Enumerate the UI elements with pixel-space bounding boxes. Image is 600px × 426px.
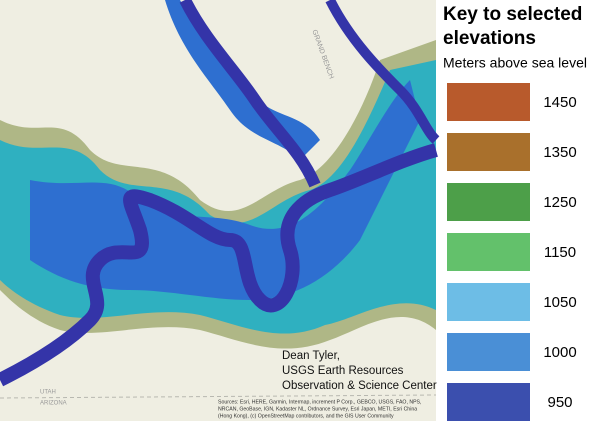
legend-label: 1350: [543, 144, 576, 161]
legend: Key to selected elevations Meters above s…: [443, 4, 587, 421]
legend-label: 1250: [543, 194, 576, 211]
sources: Sources: Esri, HERE, Garmin, Intermap, i…: [218, 399, 421, 419]
legend-swatch: [447, 133, 530, 171]
sources-line: NRCAN, GeoBase, IGN, Kadaster NL, Ordnan…: [218, 406, 417, 412]
legend-swatch: [447, 283, 530, 321]
sources-line: (Hong Kong), (c) OpenStreetMap contribut…: [218, 413, 394, 419]
legend-label: 1000: [543, 344, 576, 361]
map-label: ARIZONA: [40, 401, 67, 407]
legend-swatch: [447, 233, 530, 271]
credit-line: Observation & Science Center: [282, 380, 437, 392]
legend-title: Key to selected elevations: [443, 4, 582, 49]
legend-swatch: [447, 333, 530, 371]
legend-swatch: [447, 183, 530, 221]
credit-line: Dean Tyler,: [282, 350, 340, 362]
map-label: UTAH: [40, 390, 56, 396]
legend-label: 950: [547, 394, 572, 411]
map: GRAND BENCH UTAH ARIZONA Dean Tyler,USGS…: [0, 0, 440, 421]
legend-swatch: [447, 83, 530, 121]
credit: Dean Tyler, USGS Earth Resources Observati…: [282, 350, 437, 392]
legend-subtitle: Meters above sea level: [443, 55, 587, 71]
credit-line: USGS Earth Resources: [282, 365, 404, 377]
legend-swatch: [447, 383, 530, 421]
legend-label: 1450: [543, 94, 576, 111]
legend-label: 1050: [543, 294, 576, 311]
legend-label: 1150: [544, 244, 576, 261]
sources-line: Sources: Esri, HERE, Garmin, Intermap, i…: [218, 399, 421, 405]
